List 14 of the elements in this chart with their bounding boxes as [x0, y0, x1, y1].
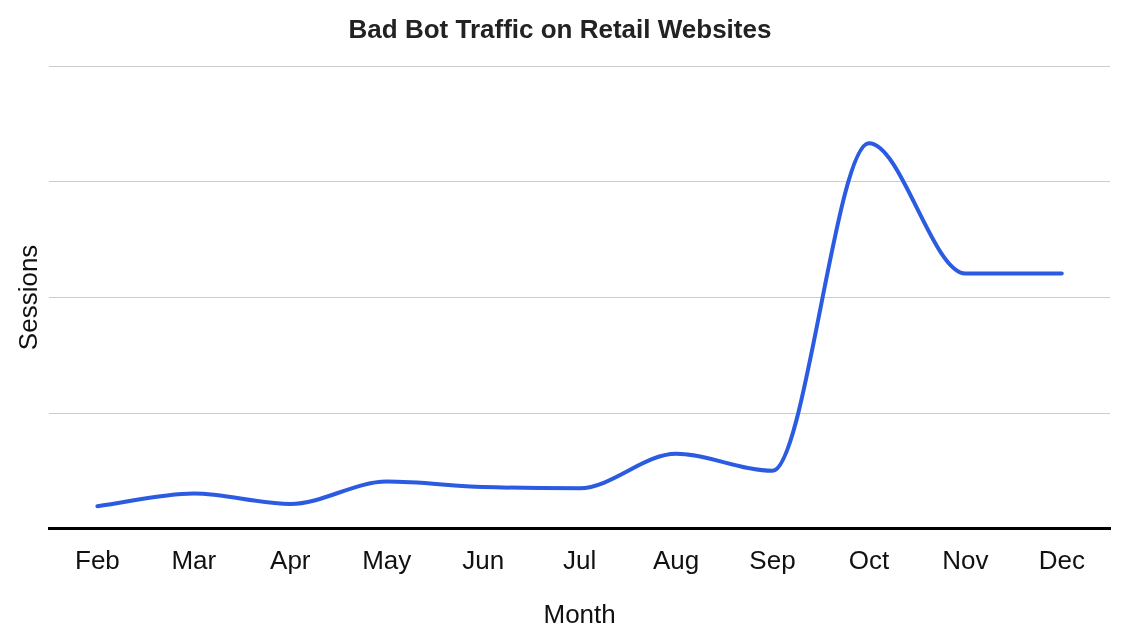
x-tick-label: May: [362, 545, 412, 576]
x-axis-title: Month: [543, 598, 616, 629]
y-axis-title: Sessions: [12, 244, 43, 351]
x-tick-label: Mar: [171, 545, 217, 576]
x-tick-label: Apr: [270, 545, 311, 576]
x-tick-label: Oct: [848, 545, 890, 576]
x-tick-label: Sep: [749, 545, 796, 576]
x-tick-label: Jul: [562, 545, 597, 576]
x-tick-label: Feb: [75, 545, 120, 576]
x-tick-label: Dec: [1038, 545, 1085, 576]
x-tick-label: Aug: [652, 545, 700, 576]
chart-title: Bad Bot Traffic on Retail Websites: [348, 13, 772, 44]
x-tick-label: Jun: [462, 545, 505, 576]
x-tick-label: Nov: [942, 545, 989, 576]
